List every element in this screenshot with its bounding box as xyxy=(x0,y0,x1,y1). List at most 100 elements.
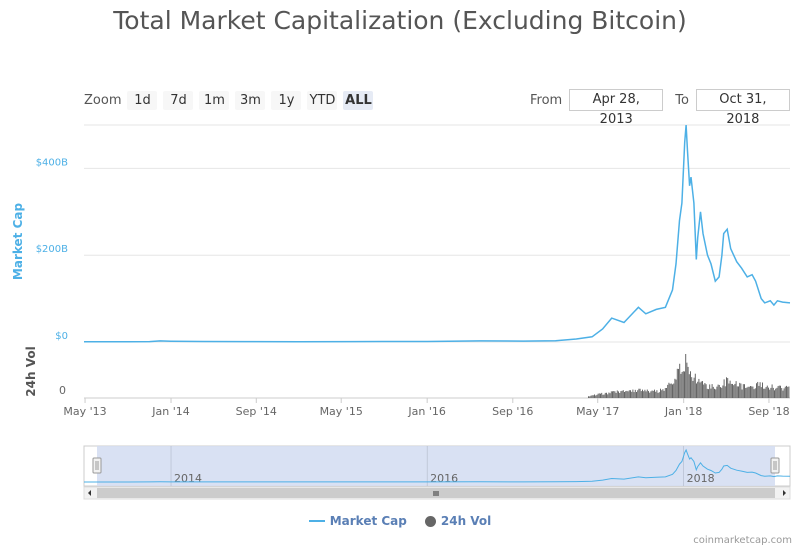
volume-bar xyxy=(787,386,789,398)
volume-bar xyxy=(681,372,683,398)
volume-bar xyxy=(596,394,598,398)
navigator-tick-label: 2016 xyxy=(430,472,458,485)
volume-bar xyxy=(614,391,616,398)
zoom-selector: Zoom 1d 7d 1m 3m 1y YTD ALL xyxy=(84,89,379,111)
volume-bar xyxy=(690,371,691,398)
volume-bar xyxy=(604,392,606,398)
volume-bar xyxy=(717,384,719,398)
scroll-right-arrow-icon[interactable] xyxy=(783,490,786,496)
zoom-1m-button[interactable]: 1m xyxy=(199,90,230,110)
zoom-1d-button[interactable]: 1d xyxy=(127,90,158,110)
volume-bar xyxy=(620,391,622,398)
volume-bar xyxy=(612,391,613,398)
volume-bar xyxy=(778,385,780,398)
volume-bar xyxy=(631,391,633,398)
volume-bar xyxy=(595,395,597,398)
volume-bar xyxy=(597,393,599,398)
volume-bar xyxy=(670,383,672,398)
volume-bar xyxy=(762,382,763,398)
volume-bar xyxy=(622,390,624,398)
date-range-selector: From Apr 28, 2013 To Oct 31, 2018 xyxy=(530,89,800,127)
volume-bar xyxy=(752,386,754,398)
volume-bar xyxy=(685,353,687,398)
volume-bar xyxy=(655,391,657,398)
legend-volume-label: 24h Vol xyxy=(440,514,492,528)
volume-bar xyxy=(699,382,701,398)
volume-bar xyxy=(594,394,595,398)
zoom-ytd-button[interactable]: YTD xyxy=(307,90,338,110)
volume-bar xyxy=(697,381,699,398)
volume-bar xyxy=(740,383,742,398)
volume-bar xyxy=(618,391,619,398)
scroll-left-arrow-icon[interactable] xyxy=(88,490,91,496)
volume-bar xyxy=(628,390,630,398)
volume-bar xyxy=(619,392,621,398)
to-date-input[interactable]: Oct 31, 2018 xyxy=(695,89,790,127)
volume-bar xyxy=(626,390,628,398)
x-tick-label: May '17 xyxy=(576,405,619,418)
navigator[interactable]: 2014 2016 2018 xyxy=(83,445,791,500)
volume-bar xyxy=(679,363,681,398)
volume-bar xyxy=(657,392,659,398)
volume-bar xyxy=(748,386,750,398)
volume-bar xyxy=(664,388,666,398)
volume-bar xyxy=(694,373,696,398)
volume-bar xyxy=(756,383,757,398)
volume-bar xyxy=(669,383,671,398)
volume-bar xyxy=(590,395,592,398)
zoom-1y-button[interactable]: 1y xyxy=(271,90,302,110)
volume-bar xyxy=(692,380,694,398)
volume-bar xyxy=(606,392,607,398)
volume-bar xyxy=(607,394,609,398)
chart-title: Total Market Capitalization (Excluding B… xyxy=(113,6,687,35)
volume-bar xyxy=(702,381,703,398)
navigator-left-handle[interactable] xyxy=(92,457,102,474)
volume-bar xyxy=(706,388,708,398)
legend-market-cap[interactable]: Market Cap xyxy=(308,514,407,528)
volume-bar xyxy=(633,392,635,398)
volume-bar xyxy=(770,387,772,398)
volume-bar xyxy=(698,378,700,398)
y-axis: $0 $200B $400B Market Cap 24h Vol 0 xyxy=(11,157,68,397)
volume-bar xyxy=(734,383,736,398)
volume-zero-label: 0 xyxy=(59,384,66,397)
volume-bar xyxy=(718,384,720,398)
volume-bar xyxy=(742,384,744,398)
volume-bar xyxy=(736,386,738,398)
volume-bar xyxy=(613,391,615,398)
volume-bar xyxy=(746,387,748,398)
volume-bar xyxy=(723,379,725,398)
volume-bar xyxy=(768,387,769,398)
volume-bar xyxy=(738,386,739,398)
navigator-selection[interactable] xyxy=(97,446,775,486)
volume-bar xyxy=(747,386,749,398)
navigator-right-handle[interactable] xyxy=(770,457,780,474)
volume-bar xyxy=(696,383,697,398)
volume-bar xyxy=(721,387,723,398)
volume-bar xyxy=(757,381,759,398)
legend-market-cap-label: Market Cap xyxy=(329,514,407,528)
volume-bar xyxy=(693,377,695,398)
volume-bar xyxy=(656,390,658,398)
volume-bar xyxy=(624,391,625,398)
zoom-all-button[interactable]: ALL xyxy=(343,90,374,110)
zoom-7d-button[interactable]: 7d xyxy=(163,90,194,110)
volume-bar xyxy=(645,391,647,398)
volume-bar xyxy=(608,392,610,398)
from-date-input[interactable]: Apr 28, 2013 xyxy=(569,89,664,127)
zoom-3m-button[interactable]: 3m xyxy=(235,90,266,110)
volume-bar xyxy=(639,388,641,398)
volume-bar xyxy=(744,384,745,398)
volume-bar xyxy=(630,390,631,398)
volume-bar xyxy=(777,386,779,398)
volume-bar xyxy=(775,388,777,398)
x-tick-label: May '13 xyxy=(63,405,106,418)
legend-volume[interactable]: 24h Vol xyxy=(424,514,492,528)
credit-link[interactable]: coinmarketcap.com xyxy=(693,535,792,546)
from-label: From xyxy=(530,92,563,108)
volume-bar xyxy=(766,385,768,398)
volume-bar xyxy=(640,391,642,398)
volume-bar xyxy=(676,368,678,398)
volume-bar xyxy=(678,368,679,398)
